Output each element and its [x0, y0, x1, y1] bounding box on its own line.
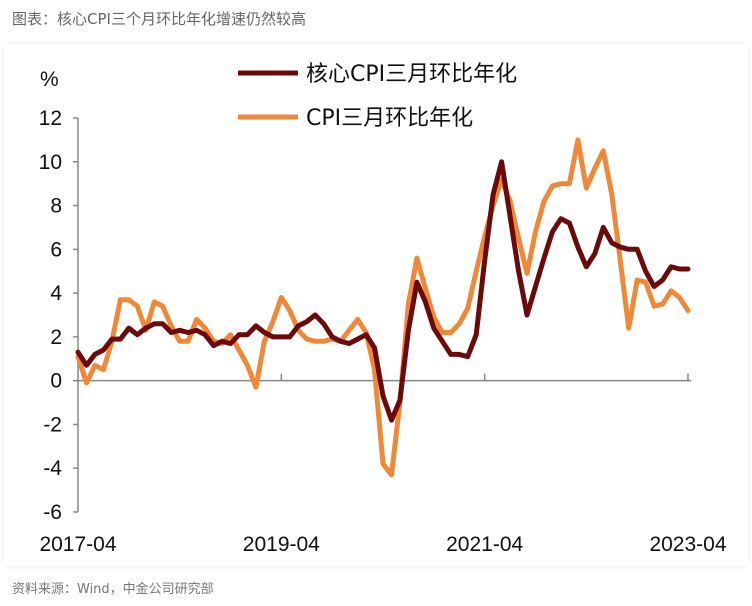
y-tick-label: 6 — [50, 238, 62, 261]
y-tick-label: 4 — [50, 282, 62, 305]
y-tick-label: 10 — [39, 151, 62, 174]
x-tick-label: 2017-04 — [39, 533, 116, 556]
series-line-1 — [75, 137, 691, 478]
legend-label-0: 核心CPI三月环比年化 — [306, 62, 517, 87]
y-tick-label: 12 — [39, 107, 62, 130]
x-tick-label: 2023-04 — [649, 533, 726, 556]
axes: -6 -4 -2 0 2 4 6 8 10 12 2017-04 2019-04 2021-04 2023… — [39, 107, 727, 556]
y-tick-label: -6 — [43, 501, 62, 524]
source-note: 资料来源：Wind，中金公司研究部 — [12, 582, 214, 597]
y-tick-label: 0 — [50, 370, 62, 393]
legend-label-1: CPI三月环比年化 — [306, 106, 473, 131]
y-tick-label: -4 — [43, 457, 62, 480]
x-tick-label: 2019-04 — [243, 533, 320, 556]
chart-title: 图表：核心CPI三个月环比年化增速仍然较高 — [12, 10, 306, 28]
y-axis-unit: % — [40, 68, 59, 91]
y-tick-label: 2 — [50, 326, 62, 349]
series-lines — [75, 137, 691, 478]
y-tick-label: 8 — [50, 195, 62, 218]
legend: 核心CPI三月环比年化 CPI三月环比年化 — [238, 62, 517, 131]
series-line-0 — [75, 159, 691, 423]
x-tick-label: 2021-04 — [446, 533, 523, 556]
y-tick-label: -2 — [43, 413, 62, 436]
